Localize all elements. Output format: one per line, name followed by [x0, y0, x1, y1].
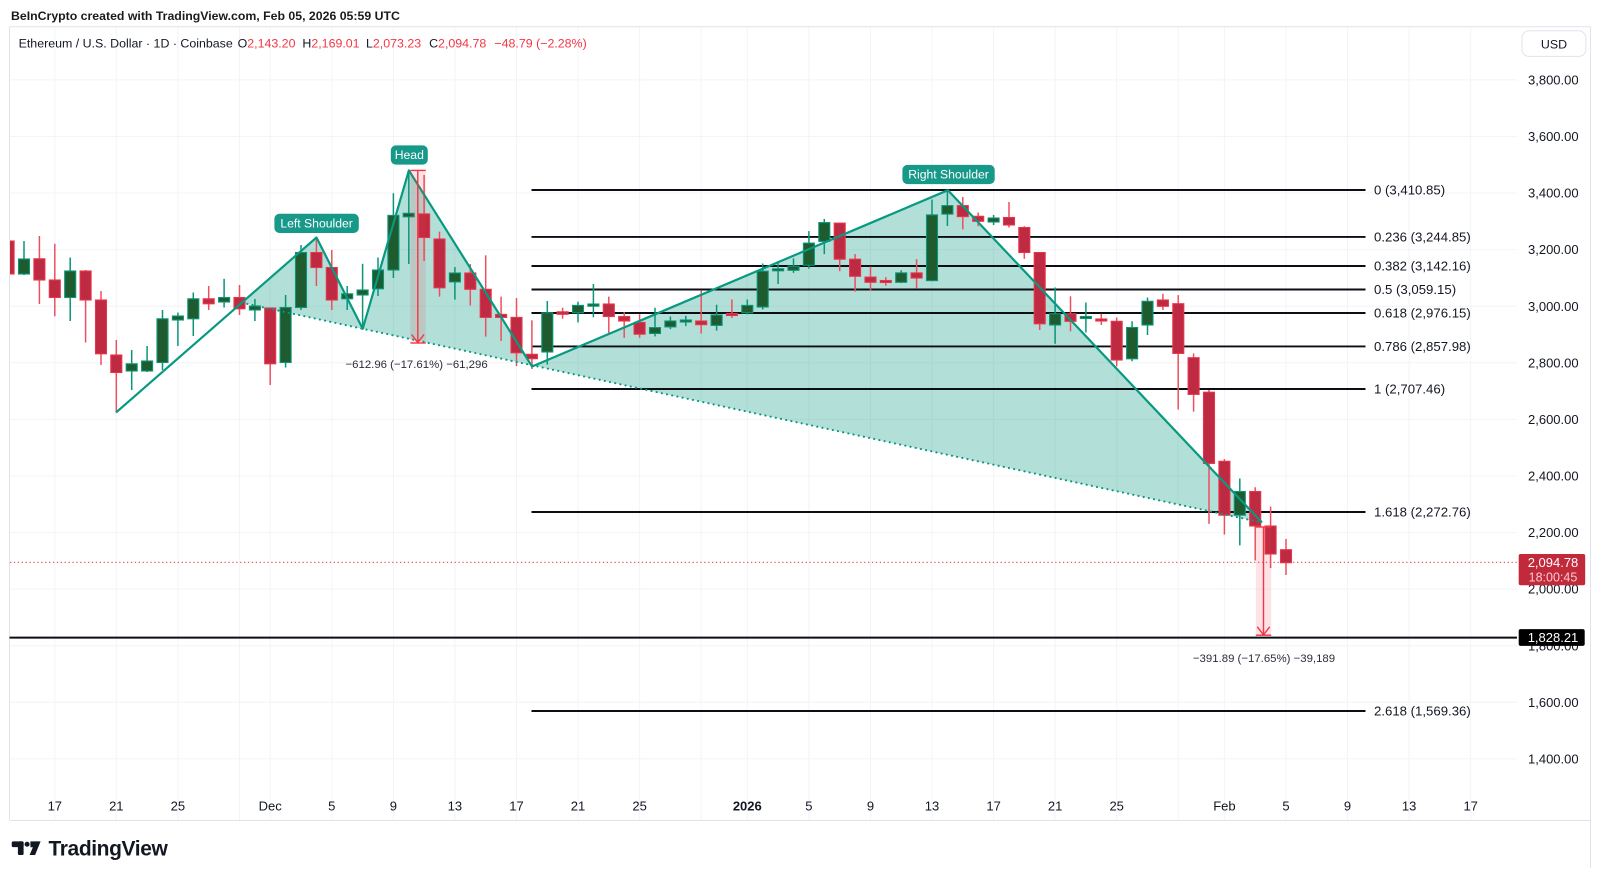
svg-text:0.618 (2,976.15): 0.618 (2,976.15): [1374, 306, 1471, 321]
svg-text:2,400.00: 2,400.00: [1528, 469, 1579, 484]
svg-text:25: 25: [632, 799, 646, 814]
svg-text:3,000.00: 3,000.00: [1528, 299, 1579, 314]
svg-text:21: 21: [109, 799, 123, 814]
svg-text:2.618 (1,569.36): 2.618 (1,569.36): [1374, 704, 1471, 719]
svg-text:21: 21: [571, 799, 585, 814]
svg-text:BeInCrypto created with Tradin: BeInCrypto created with TradingView.com,…: [11, 9, 400, 23]
svg-text:3,400.00: 3,400.00: [1528, 186, 1579, 201]
svg-text:−612.96 (−17.61%) −61,296: −612.96 (−17.61%) −61,296: [346, 359, 488, 371]
svg-text:1.618 (2,272.76): 1.618 (2,272.76): [1374, 505, 1471, 520]
svg-text:Dec: Dec: [259, 799, 283, 814]
svg-text:17: 17: [1463, 799, 1477, 814]
svg-text:Left Shoulder: Left Shoulder: [280, 217, 353, 231]
svg-text:21: 21: [1048, 799, 1062, 814]
svg-text:13: 13: [1402, 799, 1416, 814]
svg-text:1 (2,707.46): 1 (2,707.46): [1374, 382, 1445, 397]
svg-text:2,200.00: 2,200.00: [1528, 525, 1579, 540]
svg-text:Ethereum / U.S. Dollar · 1D ·: Ethereum / U.S. Dollar · 1D · Coinbase O2…: [19, 37, 587, 51]
svg-text:Head: Head: [395, 148, 424, 162]
svg-text:5: 5: [328, 799, 335, 814]
svg-text:0.5 (3,059.15): 0.5 (3,059.15): [1374, 282, 1456, 297]
svg-text:Feb: Feb: [1213, 799, 1235, 814]
svg-text:0.236 (3,244.85): 0.236 (3,244.85): [1374, 230, 1471, 245]
svg-text:TradingView: TradingView: [49, 838, 169, 861]
svg-text:USD: USD: [1541, 37, 1567, 51]
svg-text:2,094.78: 2,094.78: [1528, 555, 1579, 570]
svg-text:−391.89 (−17.65%) −39,189: −391.89 (−17.65%) −39,189: [1193, 653, 1335, 665]
svg-text:0.786 (2,857.98): 0.786 (2,857.98): [1374, 339, 1471, 354]
svg-text:18:00:45: 18:00:45: [1529, 570, 1578, 584]
svg-text:Right Shoulder: Right Shoulder: [908, 168, 989, 182]
svg-text:1,828.21: 1,828.21: [1528, 630, 1579, 645]
svg-text:17: 17: [509, 799, 523, 814]
svg-text:9: 9: [1344, 799, 1351, 814]
svg-text:25: 25: [1109, 799, 1123, 814]
svg-text:1,600.00: 1,600.00: [1528, 695, 1579, 710]
svg-text:3,600.00: 3,600.00: [1528, 129, 1579, 144]
svg-text:3,800.00: 3,800.00: [1528, 73, 1579, 88]
svg-text:9: 9: [867, 799, 874, 814]
svg-text:3,200.00: 3,200.00: [1528, 242, 1579, 257]
svg-text:5: 5: [1282, 799, 1289, 814]
svg-text:2,800.00: 2,800.00: [1528, 355, 1579, 370]
svg-text:5: 5: [805, 799, 812, 814]
svg-text:0.382 (3,142.16): 0.382 (3,142.16): [1374, 259, 1471, 274]
svg-text:0 (3,410.85): 0 (3,410.85): [1374, 183, 1445, 198]
svg-text:9: 9: [390, 799, 397, 814]
svg-text:13: 13: [448, 799, 462, 814]
svg-text:2,600.00: 2,600.00: [1528, 412, 1579, 427]
svg-text:13: 13: [925, 799, 939, 814]
svg-text:1,400.00: 1,400.00: [1528, 752, 1579, 767]
svg-text:25: 25: [171, 799, 185, 814]
svg-text:2026: 2026: [733, 799, 762, 814]
svg-text:17: 17: [986, 799, 1000, 814]
svg-text:17: 17: [48, 799, 62, 814]
svg-text:2,000.00: 2,000.00: [1528, 582, 1579, 597]
